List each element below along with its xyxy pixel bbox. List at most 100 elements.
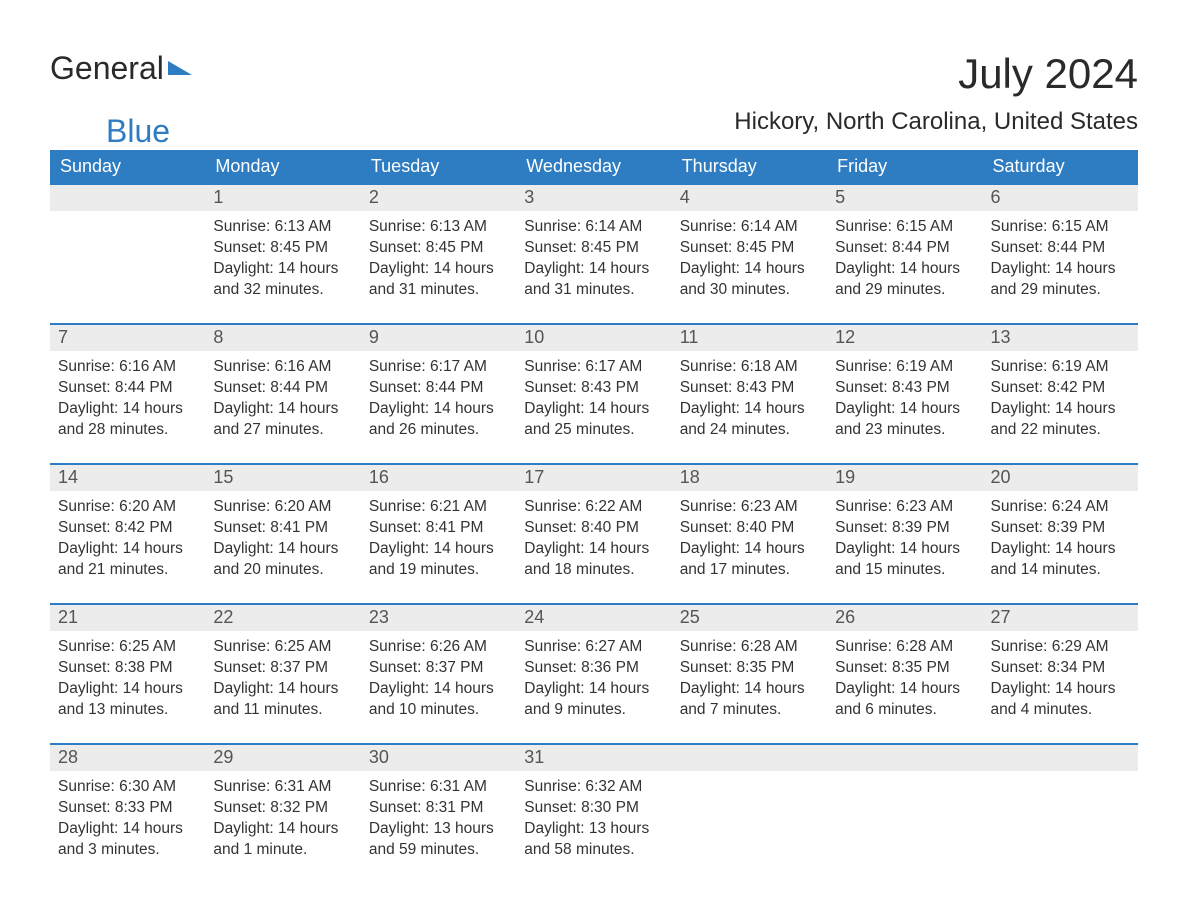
day-number: 12 <box>827 325 982 351</box>
daylight-line: Daylight: 14 hours and 26 minutes. <box>369 399 508 441</box>
sunrise-line: Sunrise: 6:29 AM <box>991 637 1130 658</box>
daylight-line: Daylight: 14 hours and 30 minutes. <box>680 259 819 301</box>
calendar-cell: 24Sunrise: 6:27 AMSunset: 8:36 PMDayligh… <box>516 604 671 744</box>
calendar-cell: 11Sunrise: 6:18 AMSunset: 8:43 PMDayligh… <box>672 324 827 464</box>
sunrise-line: Sunrise: 6:19 AM <box>835 357 974 378</box>
day-number: 21 <box>50 605 205 631</box>
day-number: 5 <box>827 185 982 211</box>
sunrise-line: Sunrise: 6:31 AM <box>213 777 352 798</box>
day-content: Sunrise: 6:23 AMSunset: 8:40 PMDaylight:… <box>672 491 827 591</box>
calendar-cell: 8Sunrise: 6:16 AMSunset: 8:44 PMDaylight… <box>205 324 360 464</box>
day-content: Sunrise: 6:24 AMSunset: 8:39 PMDaylight:… <box>983 491 1138 591</box>
sunrise-line: Sunrise: 6:16 AM <box>58 357 197 378</box>
flag-icon <box>168 61 194 81</box>
sunrise-line: Sunrise: 6:30 AM <box>58 777 197 798</box>
sunset-line: Sunset: 8:45 PM <box>680 238 819 259</box>
day-number: 17 <box>516 465 671 491</box>
daylight-line: Daylight: 14 hours and 18 minutes. <box>524 539 663 581</box>
sunset-line: Sunset: 8:45 PM <box>369 238 508 259</box>
calendar-cell <box>672 744 827 884</box>
calendar-cell: 14Sunrise: 6:20 AMSunset: 8:42 PMDayligh… <box>50 464 205 604</box>
calendar-table: Sunday Monday Tuesday Wednesday Thursday… <box>50 150 1138 884</box>
sunset-line: Sunset: 8:44 PM <box>213 378 352 399</box>
day-number <box>672 745 827 771</box>
daylight-line: Daylight: 14 hours and 31 minutes. <box>524 259 663 301</box>
sunrise-line: Sunrise: 6:15 AM <box>991 217 1130 238</box>
sunset-line: Sunset: 8:37 PM <box>369 658 508 679</box>
day-content: Sunrise: 6:15 AMSunset: 8:44 PMDaylight:… <box>983 211 1138 311</box>
day-number: 27 <box>983 605 1138 631</box>
sunset-line: Sunset: 8:44 PM <box>369 378 508 399</box>
day-number <box>50 185 205 211</box>
day-number: 14 <box>50 465 205 491</box>
day-number: 2 <box>361 185 516 211</box>
sunrise-line: Sunrise: 6:23 AM <box>680 497 819 518</box>
daylight-line: Daylight: 14 hours and 29 minutes. <box>991 259 1130 301</box>
day-content: Sunrise: 6:30 AMSunset: 8:33 PMDaylight:… <box>50 771 205 871</box>
day-number: 16 <box>361 465 516 491</box>
sunset-line: Sunset: 8:45 PM <box>524 238 663 259</box>
daylight-line: Daylight: 14 hours and 7 minutes. <box>680 679 819 721</box>
day-content: Sunrise: 6:27 AMSunset: 8:36 PMDaylight:… <box>516 631 671 731</box>
location: Hickory, North Carolina, United States <box>734 108 1138 136</box>
sunset-line: Sunset: 8:33 PM <box>58 798 197 819</box>
sunset-line: Sunset: 8:35 PM <box>680 658 819 679</box>
daylight-line: Daylight: 14 hours and 28 minutes. <box>58 399 197 441</box>
sunset-line: Sunset: 8:44 PM <box>835 238 974 259</box>
brand-blue: Blue <box>106 113 170 150</box>
daylight-line: Daylight: 14 hours and 29 minutes. <box>835 259 974 301</box>
day-content: Sunrise: 6:17 AMSunset: 8:43 PMDaylight:… <box>516 351 671 451</box>
sunrise-line: Sunrise: 6:13 AM <box>369 217 508 238</box>
day-number: 10 <box>516 325 671 351</box>
day-content: Sunrise: 6:17 AMSunset: 8:44 PMDaylight:… <box>361 351 516 451</box>
brand-logo-line2: Blue <box>50 113 170 150</box>
calendar-cell: 13Sunrise: 6:19 AMSunset: 8:42 PMDayligh… <box>983 324 1138 464</box>
col-friday: Friday <box>827 150 982 184</box>
col-saturday: Saturday <box>983 150 1138 184</box>
calendar-header-row: Sunday Monday Tuesday Wednesday Thursday… <box>50 150 1138 184</box>
sunrise-line: Sunrise: 6:16 AM <box>213 357 352 378</box>
sunset-line: Sunset: 8:38 PM <box>58 658 197 679</box>
col-wednesday: Wednesday <box>516 150 671 184</box>
day-number: 30 <box>361 745 516 771</box>
day-number: 31 <box>516 745 671 771</box>
sunset-line: Sunset: 8:43 PM <box>524 378 663 399</box>
day-number: 1 <box>205 185 360 211</box>
calendar-cell: 27Sunrise: 6:29 AMSunset: 8:34 PMDayligh… <box>983 604 1138 744</box>
calendar-cell: 28Sunrise: 6:30 AMSunset: 8:33 PMDayligh… <box>50 744 205 884</box>
day-content: Sunrise: 6:28 AMSunset: 8:35 PMDaylight:… <box>827 631 982 731</box>
sunset-line: Sunset: 8:41 PM <box>213 518 352 539</box>
calendar-cell: 1Sunrise: 6:13 AMSunset: 8:45 PMDaylight… <box>205 184 360 324</box>
daylight-line: Daylight: 14 hours and 20 minutes. <box>213 539 352 581</box>
daylight-line: Daylight: 14 hours and 19 minutes. <box>369 539 508 581</box>
sunrise-line: Sunrise: 6:26 AM <box>369 637 508 658</box>
calendar-week-row: 14Sunrise: 6:20 AMSunset: 8:42 PMDayligh… <box>50 464 1138 604</box>
sunrise-line: Sunrise: 6:13 AM <box>213 217 352 238</box>
sunrise-line: Sunrise: 6:17 AM <box>524 357 663 378</box>
calendar-cell: 22Sunrise: 6:25 AMSunset: 8:37 PMDayligh… <box>205 604 360 744</box>
day-content: Sunrise: 6:22 AMSunset: 8:40 PMDaylight:… <box>516 491 671 591</box>
daylight-line: Daylight: 14 hours and 4 minutes. <box>991 679 1130 721</box>
calendar-cell: 19Sunrise: 6:23 AMSunset: 8:39 PMDayligh… <box>827 464 982 604</box>
sunset-line: Sunset: 8:39 PM <box>991 518 1130 539</box>
day-content: Sunrise: 6:31 AMSunset: 8:31 PMDaylight:… <box>361 771 516 871</box>
day-number: 25 <box>672 605 827 631</box>
daylight-line: Daylight: 14 hours and 22 minutes. <box>991 399 1130 441</box>
calendar-cell: 29Sunrise: 6:31 AMSunset: 8:32 PMDayligh… <box>205 744 360 884</box>
day-content: Sunrise: 6:13 AMSunset: 8:45 PMDaylight:… <box>361 211 516 311</box>
calendar-cell: 26Sunrise: 6:28 AMSunset: 8:35 PMDayligh… <box>827 604 982 744</box>
daylight-line: Daylight: 14 hours and 14 minutes. <box>991 539 1130 581</box>
col-tuesday: Tuesday <box>361 150 516 184</box>
sunrise-line: Sunrise: 6:25 AM <box>213 637 352 658</box>
day-content: Sunrise: 6:14 AMSunset: 8:45 PMDaylight:… <box>672 211 827 311</box>
sunrise-line: Sunrise: 6:20 AM <box>58 497 197 518</box>
sunset-line: Sunset: 8:31 PM <box>369 798 508 819</box>
brand-logo: General <box>50 50 194 87</box>
day-number: 8 <box>205 325 360 351</box>
day-content: Sunrise: 6:20 AMSunset: 8:41 PMDaylight:… <box>205 491 360 591</box>
sunset-line: Sunset: 8:43 PM <box>835 378 974 399</box>
sunset-line: Sunset: 8:39 PM <box>835 518 974 539</box>
day-number: 29 <box>205 745 360 771</box>
calendar-cell: 20Sunrise: 6:24 AMSunset: 8:39 PMDayligh… <box>983 464 1138 604</box>
day-content: Sunrise: 6:19 AMSunset: 8:43 PMDaylight:… <box>827 351 982 451</box>
